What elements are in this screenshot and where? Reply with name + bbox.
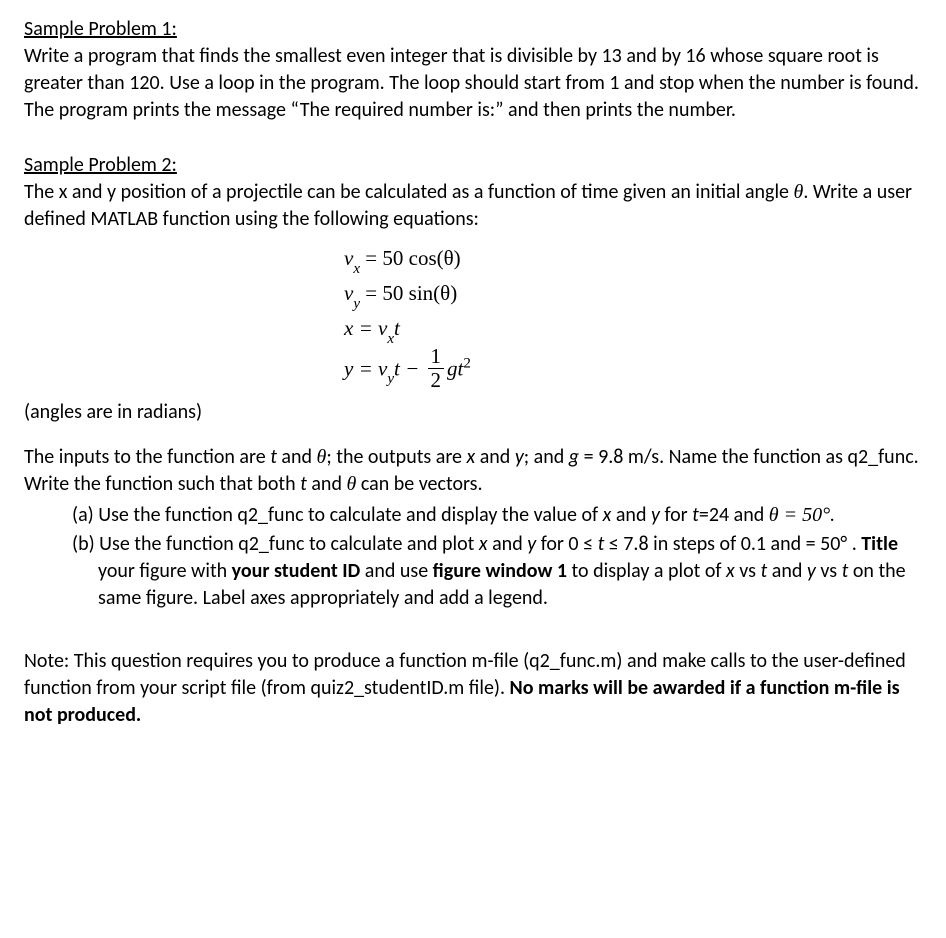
p2-and2: and [475,445,515,469]
eq4-frac: 12 [428,346,445,391]
problem-2-intro: Sample Problem 2: The x and y position o… [24,152,922,233]
eq4-exp: 2 [463,355,471,371]
eq2-sub: y [353,296,360,312]
eq3-lhs: x = v [344,316,387,340]
eq4-mid: t − [394,356,425,380]
b-bold-title: Title [861,532,898,556]
inline-y: y [515,445,524,469]
note-block: Note: This question requires you to prod… [24,648,922,729]
b-and: and [488,532,528,556]
part-a: (a) Use the function q2_func to calculat… [24,502,922,529]
p2-and3: and [307,472,347,496]
inline-x: x [467,445,476,469]
part-b-label: (b) [72,532,95,556]
b-y2: y [807,559,816,583]
p2-g-pre: ; and [524,445,569,469]
inline-t2: t [300,472,307,496]
a-t2: for [660,503,692,527]
problem-2-details: The inputs to the function are t and θ; … [24,444,922,612]
eq3-rhs: t [394,316,400,340]
eq1-v: v [344,246,353,270]
a-y: y [651,503,660,527]
note-text: Note: This question requires you to prod… [24,648,922,729]
b-t4: your figure with [98,559,232,583]
b-vs2: vs [816,559,842,583]
b-t2: for 0 ≤ [536,532,597,556]
problem-2-heading: Sample Problem 2: [24,153,177,177]
eq4-lhs: y = v [344,356,387,380]
inline-theta: θ [317,446,327,468]
problem-1: Sample Problem 1: Write a program that f… [24,16,922,124]
b-bold-fig: figure window 1 [433,559,567,583]
eq4-g: g [447,356,458,380]
eq4-sub: y [387,371,394,387]
eq1-rhs: = 50 cos(θ) [360,246,461,270]
a-t: t [692,503,699,527]
b-x: x [479,532,488,556]
p2-outs: ; the outputs are [326,445,466,469]
p2-vec: can be vectors. [356,472,482,496]
b-t1: Use the function q2_func to calculate an… [99,532,479,556]
equation-y: y = vyt − 12gt2 [344,348,922,393]
b-bold-sid: your student ID [232,559,361,583]
equation-vx: vx = 50 cos(θ) [344,243,922,278]
b-t6: to display a plot of [567,559,726,583]
theta-symbol: θ [794,181,804,203]
eq2-v: v [344,281,353,305]
eq2-rhs: = 50 sin(θ) [360,281,457,305]
eq4-den: 2 [428,369,445,391]
b-y: y [527,532,536,556]
inline-t: t [270,445,277,469]
a-theta-eq: = 50°. [779,504,836,526]
problem-2: Sample Problem 2: The x and y position o… [24,152,922,426]
radians-note: (angles are in radians) [24,399,922,426]
eq4-num: 1 [428,346,445,369]
p2p2-a: The inputs to the function are [24,445,270,469]
a-and: and [611,503,651,527]
part-a-t1: Use the function q2_func to calculate an… [98,503,602,527]
problem-1-text: Sample Problem 1: Write a program that f… [24,16,922,124]
a-theta: θ [769,504,779,526]
equations-block: vx = 50 cos(θ) vy = 50 sin(θ) x = vxt y … [24,243,922,393]
inline-g: g [569,445,579,469]
b-t3: ≤ 7.8 in steps of 0.1 and = 50° . [604,532,861,556]
problem-1-heading: Sample Problem 1: [24,17,177,41]
part-b: (b) Use the function q2_func to calculat… [24,531,922,612]
b-vs1: vs [735,559,761,583]
b-t5: and use [360,559,432,583]
problem-2-intro-a: The x and y position of a projectile can… [24,180,794,204]
inline-theta2: θ [346,473,356,495]
equation-vy: vy = 50 sin(θ) [344,278,922,313]
b-and2: and [767,559,807,583]
part-a-label: (a) [72,503,94,527]
b-x2: x [726,559,735,583]
eq1-sub: x [353,261,360,277]
equation-x: x = vxt [344,313,922,348]
problem-1-body: Write a program that finds the smallest … [24,44,919,122]
eq3-sub: x [387,331,394,347]
a-t3: =24 and [699,503,769,527]
p2-and1: and [277,445,317,469]
problem-2-para2: The inputs to the function are t and θ; … [24,444,922,498]
